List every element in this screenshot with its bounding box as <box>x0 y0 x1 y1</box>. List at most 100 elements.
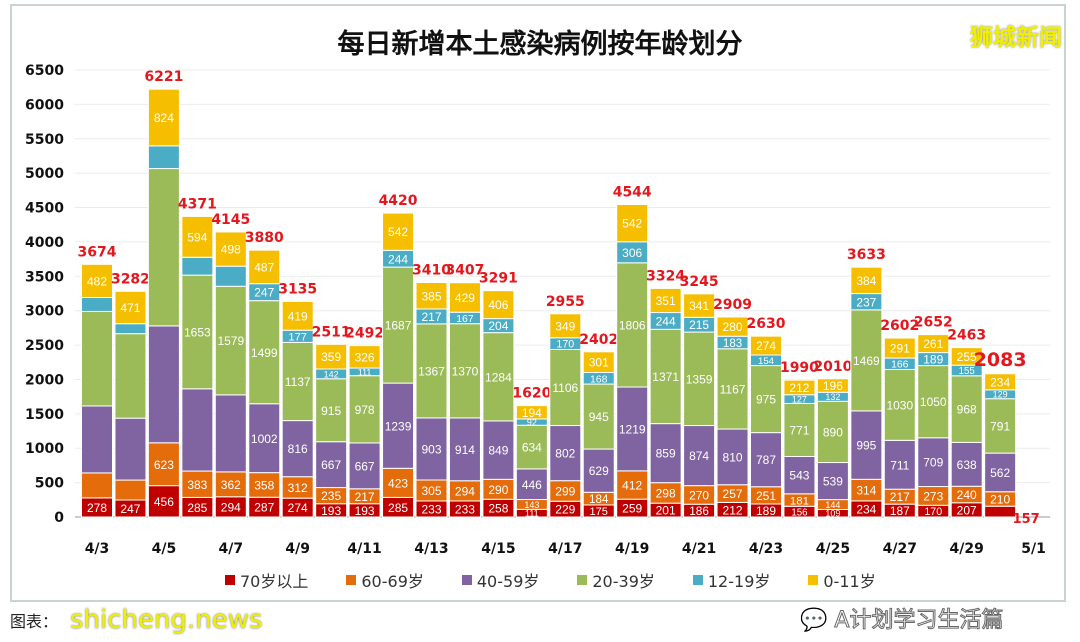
segment-label: 995 <box>856 439 876 453</box>
segment-label: 166 <box>891 360 909 371</box>
segment-label: 542 <box>388 225 408 239</box>
y-tick-label: 4000 <box>25 235 64 251</box>
bar-segment <box>81 296 113 312</box>
segment-label: 1167 <box>720 382 746 396</box>
segment-label: 244 <box>388 252 408 266</box>
segment-label: 539 <box>823 475 843 489</box>
segment-label: 168 <box>590 373 608 385</box>
segment-label: 1284 <box>485 370 512 384</box>
segment-label: 1579 <box>217 334 244 348</box>
bar-segment <box>883 368 916 441</box>
segment-label: 92 <box>527 418 537 428</box>
segment-label: 594 <box>187 230 207 244</box>
y-tick-label: 5000 <box>25 166 64 182</box>
wechat-account: A计划学习生活篇 <box>834 608 1004 634</box>
wechat-watermark: 💬 A计划学习生活篇 <box>799 606 1004 636</box>
total-label: 1990 <box>780 360 819 376</box>
bar-segment <box>248 249 281 285</box>
segment-label: 217 <box>355 490 375 504</box>
bar-segment <box>214 394 247 473</box>
segment-label: 945 <box>589 410 609 424</box>
bar-segment <box>281 420 314 478</box>
legend-label: 20-39岁 <box>592 572 655 591</box>
bar-segment <box>281 341 314 422</box>
segment-label: 423 <box>388 476 408 490</box>
total-label: 3407 <box>445 263 484 279</box>
segment-label: 498 <box>221 243 241 257</box>
y-tick-label: 5500 <box>25 132 64 148</box>
segment-label: 175 <box>590 506 608 518</box>
segment-label: 975 <box>756 393 776 407</box>
segment-label: 914 <box>455 443 475 457</box>
y-tick-label: 1000 <box>25 441 64 457</box>
segment-label: 816 <box>288 442 308 456</box>
bar-segment <box>382 212 415 251</box>
segment-label: 132 <box>825 392 840 402</box>
bar-segment <box>582 383 615 450</box>
total-label: 3245 <box>680 274 719 290</box>
segment-label: 349 <box>555 319 575 333</box>
bar-segment <box>549 313 582 339</box>
bar-segment <box>616 470 649 500</box>
legend-swatch <box>461 575 472 585</box>
bar-segment <box>883 337 916 359</box>
total-label: 3135 <box>278 281 317 297</box>
segment-label: 111 <box>525 509 539 519</box>
bar-segment <box>114 323 147 335</box>
segment-label: 359 <box>321 350 341 364</box>
segment-label: 326 <box>355 350 375 364</box>
segment-label: 412 <box>622 479 642 493</box>
segment-label: 824 <box>154 111 174 125</box>
bar-segment <box>515 405 548 420</box>
legend-swatch <box>577 575 588 585</box>
brand-watermark: 狮城新闻 <box>970 25 1062 51</box>
segment-label: 142 <box>324 369 339 379</box>
segment-label: 299 <box>555 485 575 499</box>
bar-segment <box>783 455 816 495</box>
segment-label: 1499 <box>251 346 278 360</box>
segment-label: 273 <box>923 489 943 503</box>
bar-segment <box>482 332 515 422</box>
segment-label: 217 <box>421 310 441 324</box>
total-label: 3674 <box>78 244 117 260</box>
segment-label: 251 <box>756 489 776 503</box>
bar-segment <box>315 343 348 370</box>
total-label: 2511 <box>312 324 351 340</box>
segment-label: 233 <box>421 503 441 517</box>
segment-label: 285 <box>388 501 408 515</box>
segment-label: 237 <box>856 295 876 309</box>
segment-label: 1002 <box>251 432 278 446</box>
segment-label: 257 <box>723 487 743 501</box>
bar-segment <box>382 467 415 498</box>
bar-segment <box>147 485 180 518</box>
segment-label: 290 <box>488 483 508 497</box>
bar-segment <box>750 432 782 488</box>
bar-segment <box>114 290 147 325</box>
total-label: 2492 <box>345 326 384 342</box>
segment-label: 233 <box>455 503 475 517</box>
total-label: 2010 <box>813 359 852 375</box>
segment-label: 419 <box>288 309 308 323</box>
legend-item: 40-59岁 <box>461 568 539 592</box>
segment-label: 294 <box>221 500 241 514</box>
legend-label: 60-69岁 <box>361 572 424 591</box>
segment-label: 351 <box>656 294 676 308</box>
segment-label: 212 <box>723 503 743 517</box>
bar-segment <box>81 310 113 407</box>
x-tick-label: 4/21 <box>682 541 716 557</box>
segment-label: 1239 <box>385 419 412 433</box>
bar-segment <box>181 256 214 276</box>
segment-label: 446 <box>522 478 542 492</box>
segment-label: 186 <box>689 505 709 518</box>
bar-segment <box>147 442 180 487</box>
bar-segment <box>716 348 749 430</box>
y-tick-label: 500 <box>35 476 64 492</box>
segment-label: 177 <box>288 332 307 344</box>
segment-label: 542 <box>622 217 642 231</box>
bar-segment <box>114 417 147 481</box>
bar-segment <box>616 204 649 243</box>
bar-segment <box>448 282 481 313</box>
legend-label: 0-11岁 <box>823 572 876 591</box>
segment-label: 274 <box>756 339 776 353</box>
